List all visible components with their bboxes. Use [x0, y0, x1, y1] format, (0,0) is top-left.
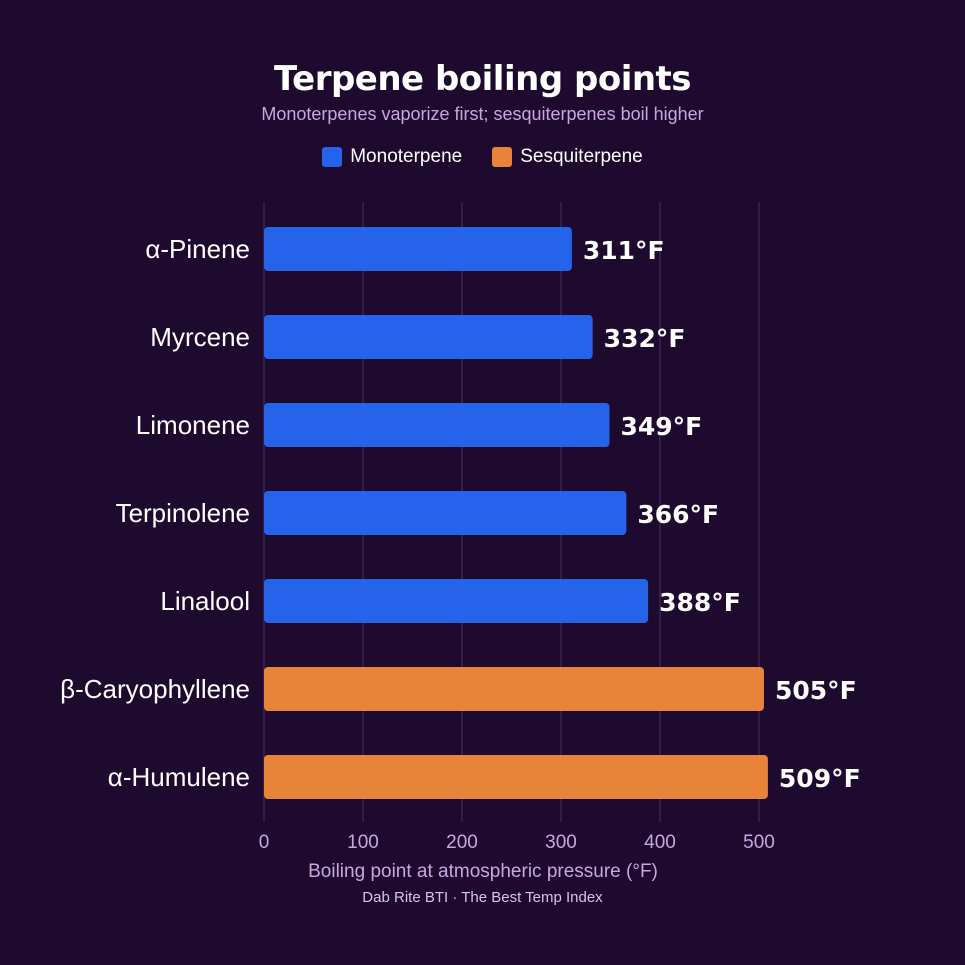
- bar: [264, 227, 572, 271]
- chart-title: Terpene boiling points: [273, 59, 692, 99]
- value-label: 349°F: [621, 412, 703, 441]
- category-label: Limonene: [136, 410, 250, 440]
- chart-legend: Monoterpene Sesquiterpene: [0, 146, 965, 168]
- category-label: β-Caryophyllene: [60, 674, 250, 704]
- x-tick-label: 300: [545, 832, 577, 853]
- value-labels: 311°F 332°F 349°F 366°F 388°F 505°F 509°F: [583, 236, 861, 793]
- bar: [264, 491, 627, 535]
- x-axis-ticks: 0 100 200 300 400 500: [259, 832, 775, 853]
- legend-item-sesquiterpene: Sesquiterpene: [492, 146, 643, 168]
- legend-swatch-monoterpene: [322, 147, 343, 167]
- bar: [264, 315, 593, 359]
- category-label: α-Pinene: [145, 234, 250, 264]
- category-labels: α-Pinene Myrcene Limonene Terpinolene Linalo…: [60, 234, 250, 792]
- category-label: Myrcene: [150, 322, 250, 352]
- x-tick-label: 100: [347, 832, 379, 853]
- chart-source: Dab Rite BTI · The Best Temp Index: [362, 889, 603, 906]
- bar: [264, 403, 610, 447]
- bars: [264, 227, 768, 799]
- x-tick-label: 0: [259, 832, 270, 853]
- legend-label-monoterpene: Monoterpene: [350, 146, 463, 167]
- bar: [264, 667, 764, 711]
- chart-header: Terpene boiling points Monoterpenes vapo…: [0, 56, 965, 126]
- value-label: 388°F: [659, 588, 741, 617]
- legend-item-monoterpene: Monoterpene: [322, 146, 462, 168]
- category-label: Terpinolene: [116, 498, 250, 528]
- legend-label-sesquiterpene: Sesquiterpene: [520, 146, 643, 167]
- chart-subtitle: Monoterpenes vaporize first; sesquiterpe…: [261, 104, 704, 124]
- x-tick-label: 400: [644, 832, 676, 853]
- x-tick-label: 200: [446, 832, 478, 853]
- value-label: 332°F: [604, 324, 686, 353]
- value-label: 366°F: [637, 500, 719, 529]
- legend-swatch-sesquiterpene: [492, 147, 513, 167]
- value-label: 311°F: [583, 236, 665, 265]
- bar: [264, 755, 768, 799]
- category-label: Linalool: [160, 586, 250, 616]
- value-label: 505°F: [775, 676, 857, 705]
- value-label: 509°F: [779, 764, 861, 793]
- category-label: α-Humulene: [108, 762, 250, 792]
- x-axis-label: Boiling point at atmospheric pressure (°…: [308, 861, 658, 882]
- bar: [264, 579, 649, 623]
- x-tick-label: 500: [743, 832, 775, 853]
